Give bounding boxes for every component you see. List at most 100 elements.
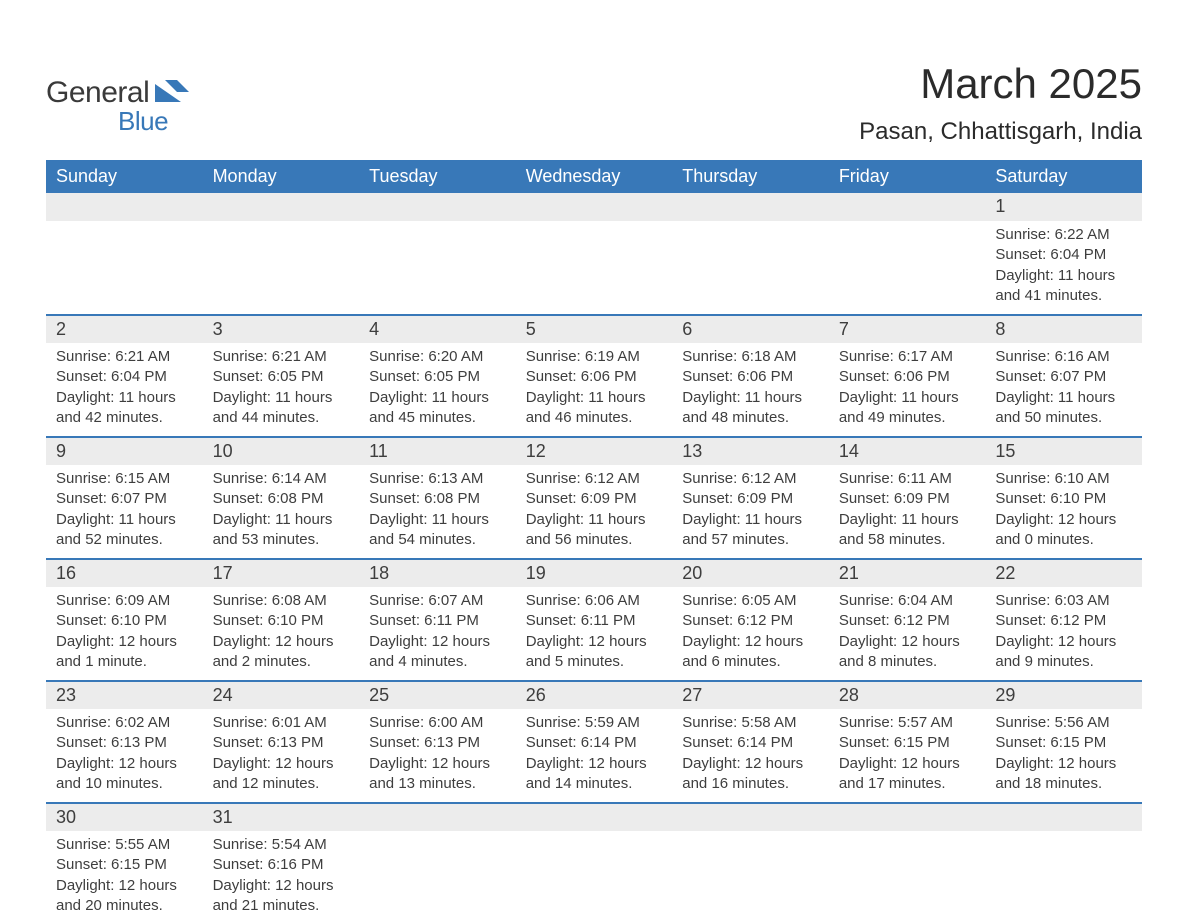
month-title: March 2025 <box>859 60 1142 108</box>
daylight-text: Daylight: 12 hours and 2 minutes. <box>213 632 350 673</box>
daylight-text: Daylight: 12 hours and 17 minutes. <box>839 754 976 795</box>
day-data-cell <box>672 221 829 315</box>
day-number-cell <box>46 193 203 221</box>
day-data-cell: Sunrise: 5:56 AMSunset: 6:15 PMDaylight:… <box>985 709 1142 803</box>
day-data-cell: Sunrise: 6:21 AMSunset: 6:04 PMDaylight:… <box>46 343 203 437</box>
daylight-text: Daylight: 11 hours and 48 minutes. <box>682 388 819 429</box>
day-data-cell: Sunrise: 6:16 AMSunset: 6:07 PMDaylight:… <box>985 343 1142 437</box>
day-data-cell: Sunrise: 6:18 AMSunset: 6:06 PMDaylight:… <box>672 343 829 437</box>
day-data-cell <box>516 831 673 924</box>
day-number: 20 <box>682 563 702 583</box>
day-data-cell: Sunrise: 6:03 AMSunset: 6:12 PMDaylight:… <box>985 587 1142 681</box>
day-number: 24 <box>213 685 233 705</box>
sunrise-text: Sunrise: 6:07 AM <box>369 591 506 611</box>
daylight-text: Daylight: 11 hours and 49 minutes. <box>839 388 976 429</box>
sunset-text: Sunset: 6:04 PM <box>995 245 1132 265</box>
day-number-cell <box>672 193 829 221</box>
day-number-cell: 29 <box>985 681 1142 709</box>
day-number: 3 <box>213 319 223 339</box>
day-data-cell: Sunrise: 6:21 AMSunset: 6:05 PMDaylight:… <box>203 343 360 437</box>
day-number-cell: 9 <box>46 437 203 465</box>
sunrise-text: Sunrise: 6:14 AM <box>213 469 350 489</box>
day-number-cell: 10 <box>203 437 360 465</box>
day-data-cell: Sunrise: 6:10 AMSunset: 6:10 PMDaylight:… <box>985 465 1142 559</box>
day-number-cell: 18 <box>359 559 516 587</box>
day-number: 6 <box>682 319 692 339</box>
day-number-cell <box>672 803 829 831</box>
brand-logo: General Blue <box>46 40 189 137</box>
day-data-row: Sunrise: 6:22 AMSunset: 6:04 PMDaylight:… <box>46 221 1142 315</box>
weekday-header-row: Sunday Monday Tuesday Wednesday Thursday… <box>46 160 1142 193</box>
day-data-row: Sunrise: 6:15 AMSunset: 6:07 PMDaylight:… <box>46 465 1142 559</box>
day-number-cell: 22 <box>985 559 1142 587</box>
day-number-cell <box>516 803 673 831</box>
day-number: 17 <box>213 563 233 583</box>
sunrise-text: Sunrise: 6:18 AM <box>682 347 819 367</box>
sunset-text: Sunset: 6:13 PM <box>56 733 193 753</box>
sunset-text: Sunset: 6:09 PM <box>682 489 819 509</box>
day-data-cell: Sunrise: 6:07 AMSunset: 6:11 PMDaylight:… <box>359 587 516 681</box>
sunrise-text: Sunrise: 6:15 AM <box>56 469 193 489</box>
header-region: General Blue March 2025 Pasan, Chhattisg… <box>46 40 1142 146</box>
sunset-text: Sunset: 6:12 PM <box>682 611 819 631</box>
day-data-cell <box>516 221 673 315</box>
day-number-cell <box>516 193 673 221</box>
daylight-text: Daylight: 12 hours and 18 minutes. <box>995 754 1132 795</box>
sunrise-text: Sunrise: 6:05 AM <box>682 591 819 611</box>
day-data-row: Sunrise: 5:55 AMSunset: 6:15 PMDaylight:… <box>46 831 1142 924</box>
day-data-cell: Sunrise: 6:08 AMSunset: 6:10 PMDaylight:… <box>203 587 360 681</box>
daylight-text: Daylight: 12 hours and 5 minutes. <box>526 632 663 673</box>
day-number: 22 <box>995 563 1015 583</box>
daylight-text: Daylight: 12 hours and 8 minutes. <box>839 632 976 673</box>
daylight-text: Daylight: 12 hours and 4 minutes. <box>369 632 506 673</box>
daylight-text: Daylight: 11 hours and 45 minutes. <box>369 388 506 429</box>
day-number: 10 <box>213 441 233 461</box>
day-number-cell: 6 <box>672 315 829 343</box>
sunrise-text: Sunrise: 6:21 AM <box>213 347 350 367</box>
daylight-text: Daylight: 11 hours and 44 minutes. <box>213 388 350 429</box>
day-data-cell <box>203 221 360 315</box>
day-data-cell: Sunrise: 6:02 AMSunset: 6:13 PMDaylight:… <box>46 709 203 803</box>
weekday-header: Friday <box>829 160 986 193</box>
day-number-cell <box>829 193 986 221</box>
day-data-row: Sunrise: 6:09 AMSunset: 6:10 PMDaylight:… <box>46 587 1142 681</box>
day-number-row: 3031 <box>46 803 1142 831</box>
daylight-text: Daylight: 11 hours and 54 minutes. <box>369 510 506 551</box>
day-number-cell: 4 <box>359 315 516 343</box>
sunrise-text: Sunrise: 6:12 AM <box>526 469 663 489</box>
day-number-cell: 27 <box>672 681 829 709</box>
day-number: 19 <box>526 563 546 583</box>
sunset-text: Sunset: 6:13 PM <box>369 733 506 753</box>
day-number-row: 9101112131415 <box>46 437 1142 465</box>
flag-icon <box>155 80 189 107</box>
sunrise-text: Sunrise: 6:10 AM <box>995 469 1132 489</box>
day-data-cell <box>985 831 1142 924</box>
sunset-text: Sunset: 6:04 PM <box>56 367 193 387</box>
daylight-text: Daylight: 11 hours and 56 minutes. <box>526 510 663 551</box>
day-data-cell: Sunrise: 6:22 AMSunset: 6:04 PMDaylight:… <box>985 221 1142 315</box>
sunrise-text: Sunrise: 6:21 AM <box>56 347 193 367</box>
daylight-text: Daylight: 12 hours and 1 minute. <box>56 632 193 673</box>
day-number-cell: 28 <box>829 681 986 709</box>
daylight-text: Daylight: 12 hours and 0 minutes. <box>995 510 1132 551</box>
day-number-cell <box>203 193 360 221</box>
sunrise-text: Sunrise: 6:11 AM <box>839 469 976 489</box>
day-data-cell: Sunrise: 6:11 AMSunset: 6:09 PMDaylight:… <box>829 465 986 559</box>
sunset-text: Sunset: 6:08 PM <box>213 489 350 509</box>
day-number: 7 <box>839 319 849 339</box>
day-number-cell: 16 <box>46 559 203 587</box>
day-number-cell: 12 <box>516 437 673 465</box>
sunrise-text: Sunrise: 5:56 AM <box>995 713 1132 733</box>
sunrise-text: Sunrise: 6:04 AM <box>839 591 976 611</box>
day-data-cell: Sunrise: 6:12 AMSunset: 6:09 PMDaylight:… <box>516 465 673 559</box>
day-number-cell: 13 <box>672 437 829 465</box>
daylight-text: Daylight: 11 hours and 57 minutes. <box>682 510 819 551</box>
day-data-cell: Sunrise: 5:58 AMSunset: 6:14 PMDaylight:… <box>672 709 829 803</box>
day-number: 21 <box>839 563 859 583</box>
sunset-text: Sunset: 6:16 PM <box>213 855 350 875</box>
sunset-text: Sunset: 6:08 PM <box>369 489 506 509</box>
day-number-cell: 3 <box>203 315 360 343</box>
sunset-text: Sunset: 6:15 PM <box>839 733 976 753</box>
daylight-text: Daylight: 11 hours and 50 minutes. <box>995 388 1132 429</box>
day-number-cell: 24 <box>203 681 360 709</box>
